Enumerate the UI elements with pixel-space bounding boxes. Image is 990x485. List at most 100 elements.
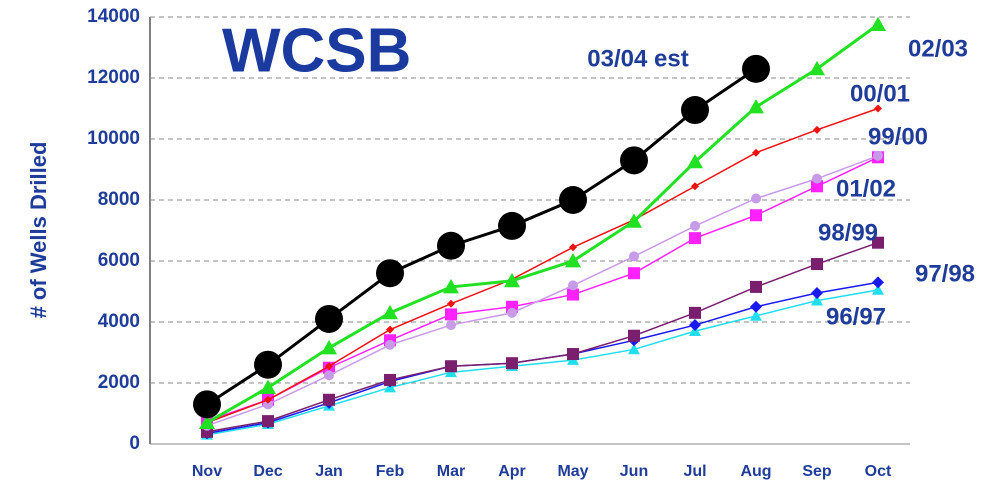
marker: [628, 329, 640, 342]
marker: [443, 278, 459, 294]
marker: [382, 304, 398, 320]
marker: [872, 283, 884, 295]
series-line: [206, 155, 879, 427]
y-tick-label: 12000: [87, 67, 140, 88]
x-tick-label: Jun: [620, 463, 648, 480]
marker: [325, 362, 333, 371]
series-line: [206, 107, 879, 424]
marker: [751, 193, 761, 204]
x-tick-label: Apr: [498, 463, 526, 480]
series-line: [206, 281, 879, 435]
marker: [870, 16, 886, 32]
marker: [629, 251, 639, 262]
series-label: 01/02: [836, 175, 896, 202]
marker: [628, 343, 640, 355]
marker: [437, 231, 465, 260]
x-tick-label: Oct: [865, 463, 892, 480]
series-label: 97/98: [915, 260, 975, 287]
series-line: [206, 241, 879, 433]
x-tick-label: Jul: [683, 463, 706, 480]
marker: [690, 220, 700, 231]
marker: [874, 104, 882, 113]
marker: [260, 379, 276, 394]
x-tick-label: Feb: [376, 463, 405, 480]
marker: [813, 125, 821, 134]
series-label: 03/04 est: [587, 45, 688, 72]
marker: [262, 415, 274, 428]
y-axis-label: # of Wells Drilled: [26, 142, 51, 319]
series-line: [206, 156, 879, 422]
marker: [323, 393, 335, 406]
marker: [687, 153, 703, 169]
marker: [385, 339, 395, 350]
marker: [559, 186, 587, 214]
marker: [263, 399, 273, 410]
marker: [506, 357, 518, 370]
marker: [691, 182, 699, 191]
series-line: [206, 23, 879, 424]
marker: [446, 320, 456, 331]
y-tick-label: 8000: [98, 189, 140, 210]
x-tick-label: May: [557, 463, 588, 480]
marker: [689, 319, 701, 332]
marker: [811, 180, 823, 193]
series: [202, 150, 883, 431]
y-tick-label: 6000: [98, 250, 140, 271]
marker: [628, 267, 640, 280]
marker: [376, 259, 404, 288]
marker: [569, 243, 577, 252]
marker: [324, 370, 334, 381]
marker: [750, 309, 762, 321]
marker: [193, 390, 221, 419]
marker: [445, 360, 457, 373]
y-tick-label: 14000: [87, 6, 140, 27]
marker: [750, 300, 762, 313]
marker: [872, 236, 884, 249]
marker: [498, 211, 526, 240]
marker: [750, 280, 762, 293]
marker: [742, 54, 770, 83]
marker: [689, 232, 701, 245]
series-label: 98/99: [818, 219, 878, 246]
x-tick-label: Jan: [315, 463, 343, 480]
marker: [386, 325, 394, 334]
series-line: [206, 67, 757, 406]
marker: [811, 294, 823, 306]
x-tick-label: Nov: [192, 463, 222, 480]
series-label: 02/03: [908, 35, 968, 62]
x-tick-label: Sep: [802, 463, 832, 480]
marker: [447, 299, 455, 308]
marker: [752, 148, 760, 157]
series: [201, 283, 884, 440]
marker: [809, 60, 825, 76]
marker: [315, 304, 343, 333]
x-tick-label: Dec: [253, 463, 282, 480]
marker: [811, 287, 823, 300]
series: [201, 151, 884, 428]
series-label: 96/97: [826, 303, 886, 330]
marker: [507, 307, 517, 318]
marker: [872, 276, 884, 289]
series-line: [206, 289, 879, 436]
x-tick-label: Mar: [437, 463, 465, 480]
marker: [384, 373, 396, 386]
marker: [812, 173, 822, 184]
y-tick-label: 0: [129, 433, 140, 454]
x-tick-label: Aug: [740, 463, 771, 480]
marker: [567, 348, 579, 361]
marker: [264, 395, 272, 404]
series: [203, 104, 882, 427]
marker: [567, 288, 579, 301]
marker: [626, 213, 642, 228]
marker: [873, 150, 883, 161]
series-label: 99/00: [868, 123, 928, 150]
series-label: 00/01: [850, 80, 910, 107]
y-tick-label: 4000: [98, 311, 140, 332]
marker: [321, 339, 337, 355]
marker: [565, 253, 581, 268]
marker: [689, 306, 701, 319]
series: [193, 54, 770, 419]
chart-title: WCSB: [222, 16, 411, 85]
marker: [254, 350, 282, 379]
